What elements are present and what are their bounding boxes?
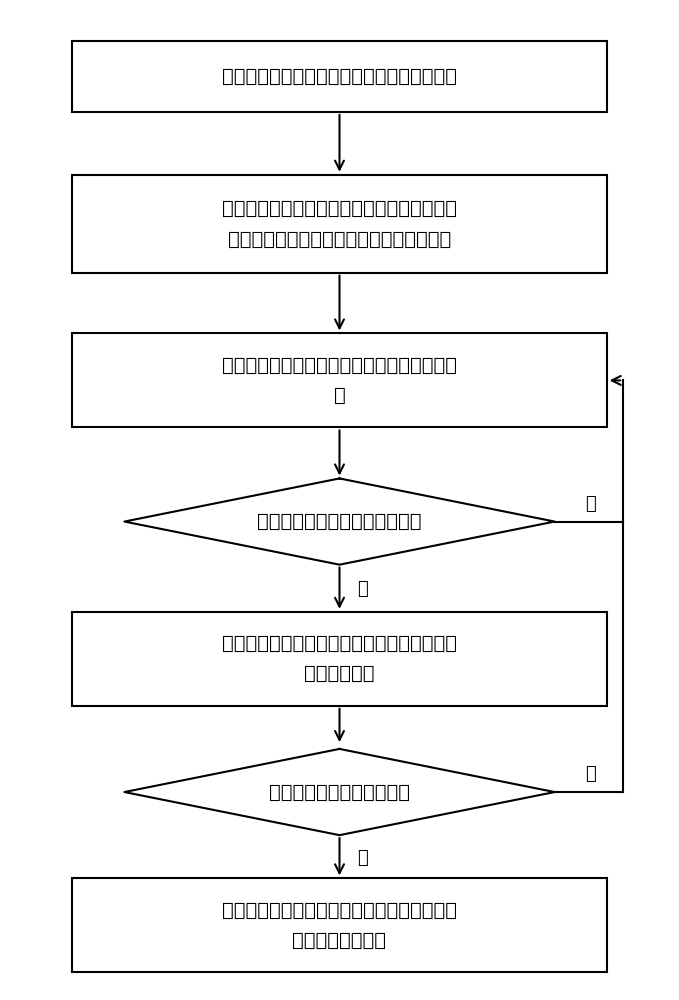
Text: 新的撤离路线: 新的撤离路线 [304, 664, 375, 683]
Text: 布: 布 [333, 386, 346, 405]
Text: 向该位置人员手机终端发送报警信号，并推送: 向该位置人员手机终端发送报警信号，并推送 [222, 634, 457, 653]
Text: 置分布，制定撤离路线，并发送至手机终端: 置分布，制定撤离路线，并发送至手机终端 [228, 230, 451, 249]
Text: 是: 是 [357, 580, 368, 598]
Text: 实时监控静态空间剂量场分布及人员位置分布: 实时监控静态空间剂量场分布及人员位置分布 [222, 67, 457, 86]
Text: 实时计算空间剂量场分布，并监控人员位置分: 实时计算空间剂量场分布，并监控人员位置分 [222, 356, 457, 375]
Text: 否: 否 [585, 495, 596, 513]
Text: 某一位置人员剂量值是否超标？: 某一位置人员剂量值是否超标？ [257, 512, 422, 531]
Text: 根据事故发生时刻的空间剂量场分布及人员位: 根据事故发生时刻的空间剂量场分布及人员位 [222, 198, 457, 217]
Bar [72, 878, 607, 972]
Text: 否: 否 [585, 765, 596, 783]
Text: 是: 是 [357, 849, 368, 867]
Text: 人员是否达到撤离集合点？: 人员是否达到撤离集合点？ [269, 783, 410, 802]
Bar [72, 41, 607, 112]
Text: 给出总体评估建议: 给出总体评估建议 [293, 931, 386, 950]
Text: 对疏散过程中人员受照情况进行统计分析，并: 对疏散过程中人员受照情况进行统计分析，并 [222, 901, 457, 920]
Bar [72, 612, 607, 706]
Bar [72, 333, 607, 427]
Polygon shape [124, 749, 555, 835]
Polygon shape [124, 478, 555, 565]
Bar [72, 175, 607, 273]
